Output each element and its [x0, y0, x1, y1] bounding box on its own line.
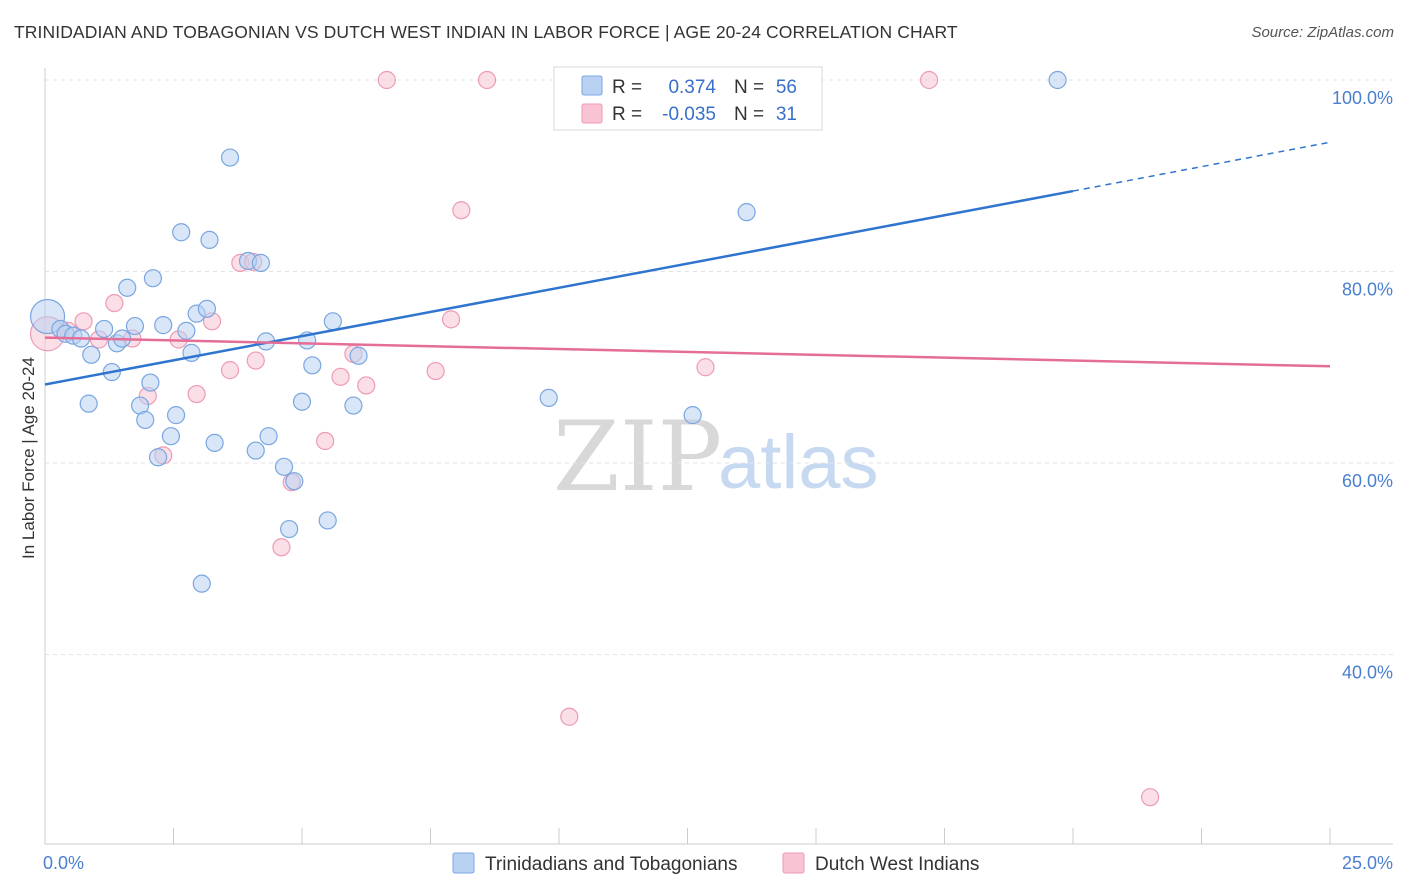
y-tick-label-60: 60.0%	[1342, 471, 1393, 491]
data-point	[161, 427, 181, 446]
gridlines	[45, 79, 1393, 655]
trend-line-pink	[44, 336, 1331, 368]
data-point	[303, 356, 322, 375]
data-point	[696, 358, 715, 377]
data-point	[316, 431, 335, 451]
y-tick-label-100: 100.0%	[1332, 88, 1393, 108]
data-point	[441, 310, 461, 329]
data-point	[143, 269, 163, 288]
data-point	[344, 396, 363, 415]
y-tick-label-40: 40.0%	[1342, 663, 1393, 683]
data-point	[285, 472, 304, 491]
data-point	[274, 457, 294, 476]
data-point	[82, 345, 101, 364]
data-point	[737, 203, 756, 222]
data-point	[477, 70, 497, 90]
data-point	[141, 373, 160, 392]
data-point	[452, 201, 471, 220]
data-point	[187, 384, 206, 404]
data-point	[246, 441, 265, 460]
data-point	[197, 299, 217, 318]
watermark: ZIP atlas	[553, 401, 879, 513]
data-point	[426, 361, 445, 381]
data-point	[251, 253, 270, 272]
x-tick-labels: 0.0% 25.0%	[43, 853, 1393, 873]
data-point	[79, 394, 98, 413]
legend-swatch-pink	[782, 852, 805, 874]
data-point	[323, 312, 342, 331]
chart-title: TRINIDADIAN AND TOBAGONIAN VS DUTCH WEST…	[14, 22, 958, 42]
data-point	[205, 433, 224, 452]
legend-swatch-blue	[452, 852, 475, 874]
data-point	[118, 278, 137, 297]
stats-r-value-blue: 0.374	[668, 77, 716, 98]
data-point	[318, 511, 337, 530]
data-point	[292, 392, 312, 411]
data-point	[125, 316, 145, 336]
data-point	[1048, 70, 1067, 90]
trend-line-blue-extension	[1072, 141, 1331, 192]
stats-box: R = 0.374 N = 56 R = -0.035 N = 31	[553, 66, 823, 131]
data-point	[220, 148, 240, 167]
blue-points	[29, 70, 1067, 593]
data-point	[377, 70, 396, 90]
legend: Trinidadians and Tobagonians Dutch West …	[452, 852, 979, 875]
stats-n-value-pink: 31	[776, 104, 797, 125]
stats-n-value-blue: 56	[776, 77, 797, 98]
data-point	[200, 230, 219, 250]
data-point	[172, 223, 191, 242]
stats-n-label-blue: N =	[734, 77, 764, 98]
stats-r-value-pink: -0.035	[662, 104, 716, 125]
data-point	[357, 376, 376, 395]
data-point	[280, 519, 299, 539]
data-point	[166, 406, 186, 425]
data-point	[919, 70, 939, 90]
stats-r-label-pink: R =	[612, 104, 642, 125]
data-point	[136, 410, 155, 430]
y-tick-labels: 40.0% 60.0% 80.0% 100.0%	[1332, 88, 1393, 683]
legend-label-blue: Trinidadians and Tobagonians	[485, 854, 737, 875]
data-point	[272, 538, 291, 557]
data-point	[148, 448, 168, 467]
data-point	[246, 351, 265, 370]
data-point	[683, 406, 702, 425]
data-point	[105, 293, 124, 313]
data-point	[74, 312, 93, 331]
source-credit: Source: ZipAtlas.com	[1251, 24, 1394, 41]
x-tick-label-max: 25.0%	[1342, 853, 1393, 873]
data-point	[95, 319, 114, 339]
data-point	[259, 427, 278, 446]
axes	[44, 68, 1393, 845]
stats-swatch-pink	[581, 103, 603, 124]
data-point	[1140, 788, 1160, 807]
data-point	[177, 321, 196, 340]
stats-r-label-blue: R =	[612, 77, 642, 98]
data-point	[349, 346, 368, 365]
x-tick-label-min: 0.0%	[43, 853, 84, 873]
data-point	[192, 574, 211, 593]
data-point	[331, 367, 350, 386]
trend-line-blue	[44, 189, 1074, 386]
data-point	[220, 361, 240, 380]
y-axis-label: In Labor Force | Age 20-24	[19, 357, 38, 559]
data-point	[560, 707, 579, 726]
trend-lines	[44, 141, 1331, 386]
stats-n-label-pink: N =	[734, 104, 764, 125]
y-tick-label-80: 80.0%	[1342, 280, 1393, 300]
legend-label-pink: Dutch West Indians	[815, 854, 979, 875]
data-point	[154, 316, 173, 335]
data-point	[539, 388, 558, 407]
stats-swatch-blue	[581, 75, 603, 96]
